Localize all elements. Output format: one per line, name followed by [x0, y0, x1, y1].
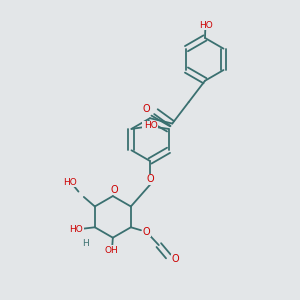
Text: O: O	[146, 174, 154, 184]
Text: H: H	[82, 239, 89, 248]
Text: HO: HO	[70, 225, 83, 234]
Text: HO: HO	[142, 122, 156, 130]
Text: HO: HO	[63, 178, 76, 187]
Text: O: O	[110, 184, 118, 194]
Text: HO: HO	[144, 122, 158, 130]
Text: HO: HO	[200, 21, 213, 30]
Text: O: O	[142, 227, 150, 237]
Text: O: O	[142, 104, 150, 114]
Text: O: O	[171, 254, 179, 264]
Text: OH: OH	[104, 246, 118, 255]
